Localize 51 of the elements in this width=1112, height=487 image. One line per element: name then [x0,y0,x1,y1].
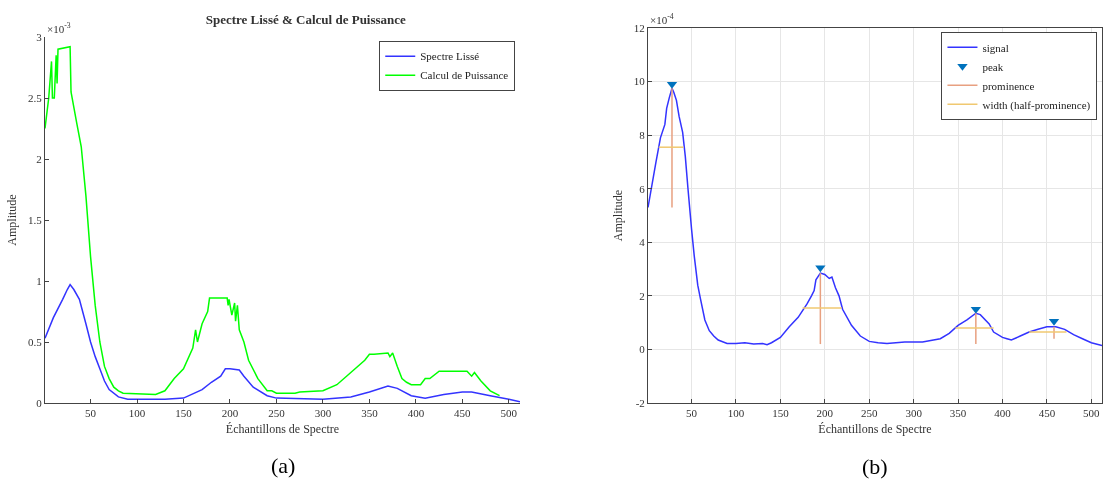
y-axis-title: Amplitude [5,194,20,246]
y-tick-label: 0 [639,343,646,356]
x-tick-label: 200 [221,407,239,420]
y-tick-label: 4 [639,236,646,249]
x-tick-label: 400 [407,407,425,420]
legend-label: Spectre Lissé [420,50,480,63]
x-tick-label: 50 [85,407,97,420]
point [815,265,826,273]
legend-label: signal [982,41,1009,54]
y-tick-label: 2 [639,289,645,302]
y-tick-label: -2 [635,396,645,409]
x-tick-label: 350 [361,407,379,420]
y-tick-label: 1.5 [28,213,43,226]
x-tick-label: 350 [949,407,967,420]
y-tick-label: 2 [36,152,42,165]
x-tick-label: 450 [454,407,472,420]
legend-label: peak [982,60,1004,73]
legend-label: width (half-prominence) [982,98,1091,112]
y-tick-label: 10 [633,75,646,88]
x-tick-label: 300 [314,407,332,420]
x-tick-label: 400 [994,407,1012,420]
y-tick-label: 12 [633,21,645,34]
y-tick-label: 0 [36,396,43,409]
text: (a) [271,453,296,478]
y-tick-label: 8 [639,128,646,141]
text: (b) [862,454,888,479]
x-tick-label: 500 [1083,407,1101,420]
y-axis-title: Amplitude [611,189,626,242]
text: ×10$^{-4}$ [650,12,674,26]
x-tick-label: 150 [175,407,193,420]
x-tick-label: 450 [1038,407,1056,420]
x-tick-label: 150 [772,407,790,420]
legend-label: Calcul de Puissance [420,69,509,82]
x-tick-label: 100 [128,407,146,420]
x-tick-label: 300 [905,407,923,420]
legend-label: prominence [982,79,1035,92]
y-tick-label: 1 [36,274,42,287]
y-tick-label: 2.5 [28,91,43,104]
x-axis-title: Échantillons de Spectre [818,422,932,437]
x-tick-label: 200 [816,407,834,420]
x-tick-label: 250 [268,407,286,420]
x-tick-label: 250 [860,407,878,420]
x-axis-title: Échantillons de Spectre [225,422,340,437]
x-tick-label: 500 [500,407,518,420]
x-tick-label: 50 [686,407,698,420]
y-tick-label: 0.5 [28,335,43,348]
text: ×10$^{-3}$ [47,21,71,35]
y-tick-label: 6 [639,182,646,195]
x-tick-label: 100 [727,407,745,420]
chart-title: Spectre Lissé & Calcul de Puissance [205,11,407,27]
y-tick-label: 3 [36,30,43,43]
